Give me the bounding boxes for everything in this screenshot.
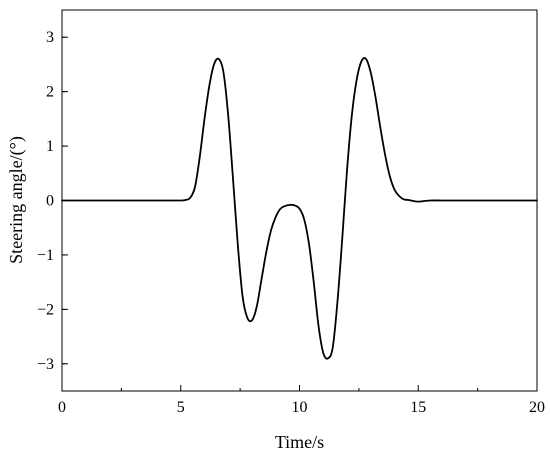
x-tick-label: 20 (529, 399, 545, 416)
y-tick-label: 1 (46, 138, 54, 155)
x-axis-ticks: 0 5 10 15 20 (58, 385, 545, 416)
y-axis-title: Steering angle/(°) (6, 136, 27, 264)
y-axis-ticks: 3 2 1 0 −1 −2 −3 (37, 29, 68, 373)
y-tick-label: −1 (37, 247, 54, 264)
x-tick-label: 5 (177, 399, 185, 416)
y-tick-label: 0 (46, 193, 54, 210)
x-tick-label: 0 (58, 399, 66, 416)
y-tick-label: −3 (37, 356, 54, 373)
steering-angle-line (61, 57, 538, 360)
y-tick-label: −2 (37, 301, 54, 318)
y-tick-label: 2 (46, 84, 54, 101)
x-tick-label: 15 (410, 399, 426, 416)
x-axis-title: Time/s (275, 432, 324, 452)
x-tick-label: 10 (292, 399, 308, 416)
y-tick-label: 3 (46, 29, 54, 46)
